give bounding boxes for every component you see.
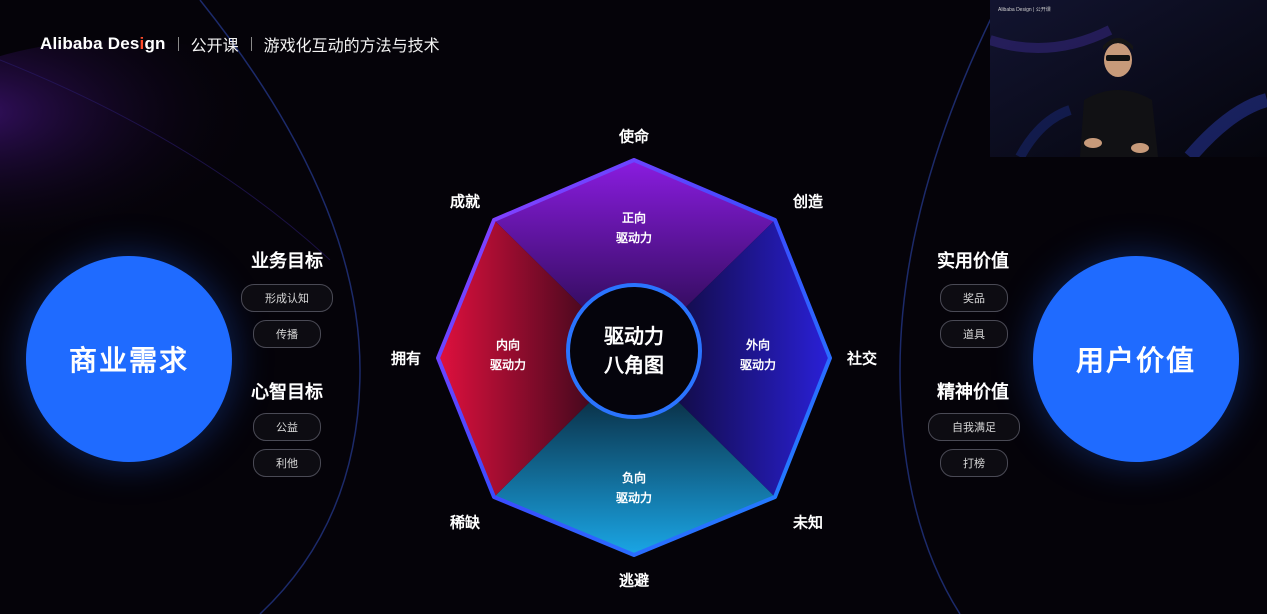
octagon-outline	[436, 158, 832, 557]
vertex-avoidance: 逃避	[618, 571, 650, 590]
pill-self-satisfaction: 自我满足	[928, 413, 1020, 441]
presenter-person	[1080, 38, 1158, 157]
business-goal-title: 业务目标	[251, 251, 323, 272]
presenter-video: Alibaba Design | 公开课	[990, 0, 1267, 157]
course-label: 公开课	[190, 36, 239, 55]
region-top	[494, 160, 775, 358]
region-bottom	[494, 358, 775, 555]
mind-goal-title: 心智目标	[251, 382, 323, 403]
header-separator	[250, 37, 252, 51]
region-right	[634, 220, 830, 497]
center-title: 驱动力 八角图	[604, 324, 664, 377]
pill-cognition: 形成认知	[241, 284, 333, 312]
vertex-unknown: 未知	[792, 513, 824, 532]
region-label-positive: 正向 驱动力	[615, 211, 653, 245]
region-left	[438, 220, 634, 497]
region-label-negative: 负向 驱动力	[615, 471, 653, 505]
header: Alibaba Design 公开课 游戏化互动的方法与技术	[40, 30, 440, 58]
vertex-mission: 使命	[618, 127, 650, 146]
presenter-video-frame	[990, 0, 1267, 157]
pill-prize: 奖品	[940, 284, 1008, 312]
pill-leaderboard: 打榜	[940, 449, 1008, 477]
vertex-ownership: 拥有	[390, 349, 422, 368]
brand-logo: Alibaba Design	[40, 34, 166, 53]
vertex-scarcity: 稀缺	[449, 513, 481, 532]
region-label-outward: 外向 驱动力	[739, 338, 777, 372]
vertex-social: 社交	[846, 349, 878, 368]
pill-charity: 公益	[253, 413, 321, 441]
topic-title: 游戏化互动的方法与技术	[263, 36, 440, 55]
region-label-inward: 内向 驱动力	[489, 338, 527, 372]
center-circle	[566, 283, 702, 419]
practical-value-title: 实用价值	[937, 251, 1009, 272]
user-value-circle: 用户价值	[1033, 256, 1239, 462]
vertex-creation: 创造	[792, 192, 824, 211]
business-needs-circle: 商业需求	[26, 256, 232, 462]
header-separator	[177, 37, 179, 51]
vertex-accomplishment: 成就	[449, 192, 481, 211]
camera-brand: Alibaba Design | 公开课	[998, 7, 1051, 13]
spiritual-value-title: 精神价值	[937, 382, 1009, 403]
pill-props: 道具	[940, 320, 1008, 348]
pill-spread: 传播	[253, 320, 321, 348]
pill-altruism: 利他	[253, 449, 321, 477]
